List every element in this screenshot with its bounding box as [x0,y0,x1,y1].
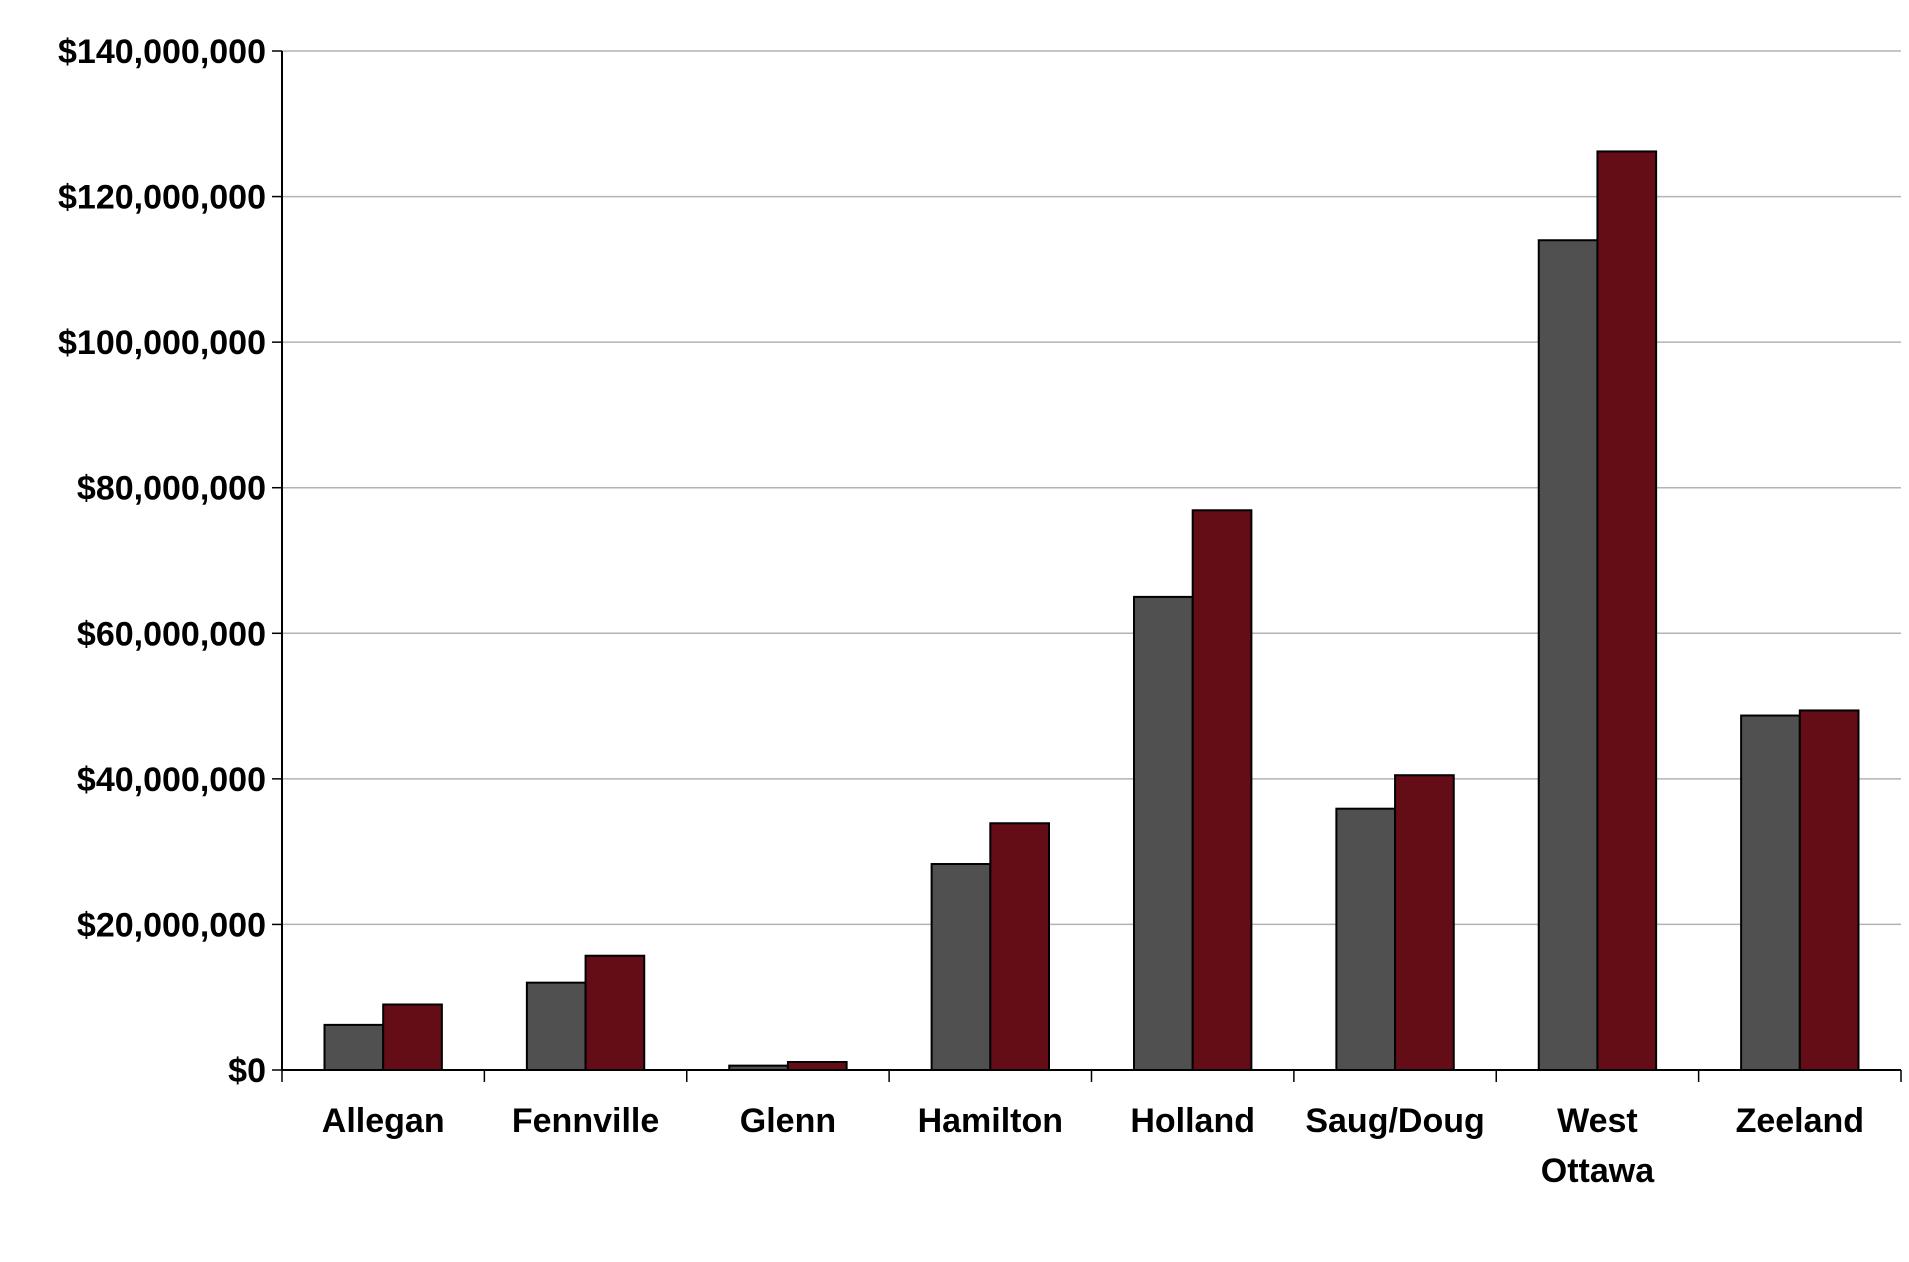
bar-series2-fennville [584,954,646,1072]
bar-series1-saug-doug [1335,807,1397,1071]
bars [323,150,1860,1072]
axes [272,50,1902,1082]
x-tick-label: Fennville [512,1102,659,1140]
x-tick-label: Holland [1130,1102,1255,1140]
x-tick-label: West [1557,1102,1638,1140]
y-tick-label: $20,000,000 [77,906,266,944]
y-tick-label: $100,000,000 [58,324,266,362]
bar-series1-holland [1132,595,1194,1072]
bar-series2-zeeland [1798,709,1860,1072]
y-tick-label: $120,000,000 [58,179,266,217]
bar-series2-allegan [382,1003,443,1071]
y-tick-label: $140,000,000 [58,33,266,71]
y-tick-label: $40,000,000 [77,761,266,799]
bar-series1-zeeland [1740,714,1801,1071]
bar-series1-fennville [525,981,587,1072]
bar-series1-west-ottawa [1537,239,1599,1071]
x-tick-label: Allegan [322,1102,445,1140]
bar-series2-holland [1191,509,1253,1072]
x-tick-label: Glenn [740,1102,836,1140]
y-tick-label: $60,000,000 [77,615,266,653]
bar-series1-allegan [323,1023,385,1071]
bar-series2-hamilton [989,822,1051,1071]
y-tick-label: $0 [228,1052,266,1090]
x-tick-label: Zeeland [1736,1102,1864,1140]
x-tick-label: Ottawa [1541,1152,1655,1190]
bar-series1-hamilton [930,863,992,1071]
bar-series2-saug-doug [1394,774,1455,1071]
bar-series2-glenn [786,1060,848,1071]
x-tick-label: Saug/Doug [1305,1102,1484,1140]
x-tick-label: Hamilton [918,1102,1063,1140]
x-tick-labels: Allegan Fennville Glenn Hamilton Holland Saug… [322,1102,1864,1190]
gridlines [282,50,1901,926]
bar-series2-west-ottawa [1596,150,1658,1072]
y-tick-labels: $0 $20,000,000 $40,000,000 $60,000,000 $80,0… [58,33,266,1090]
y-tick-label: $80,000,000 [77,470,266,508]
